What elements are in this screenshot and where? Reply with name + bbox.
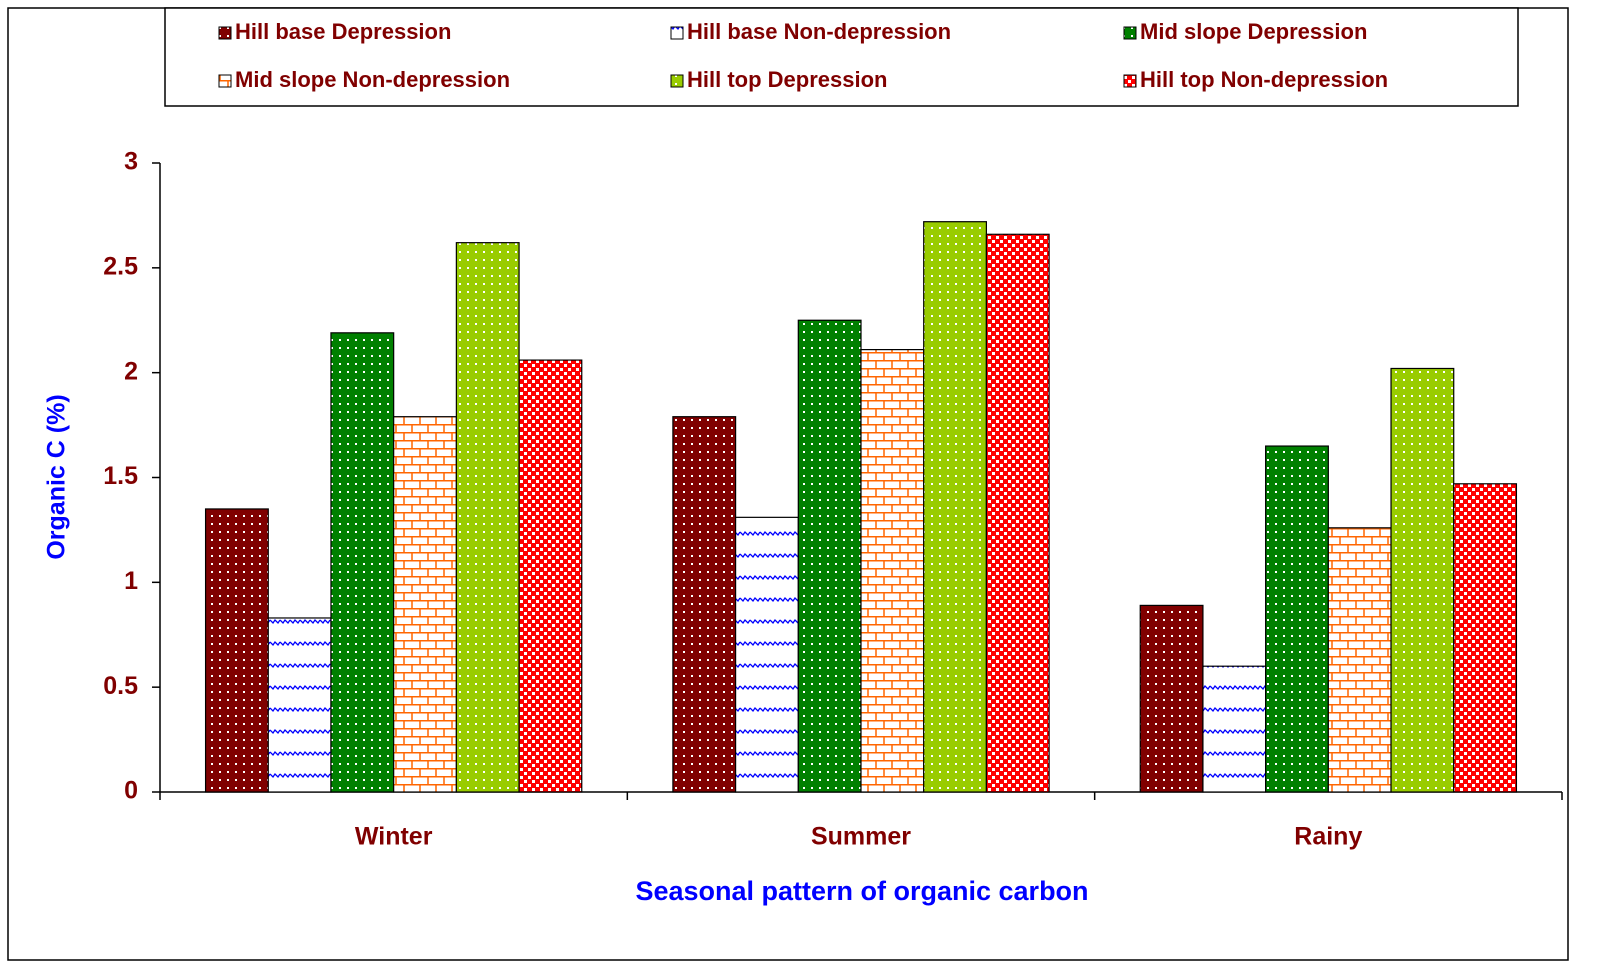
x-tick-label: Winter — [355, 823, 433, 851]
legend-label: Hill top Non-depression — [1140, 67, 1388, 92]
y-tick-label: 0.5 — [103, 672, 138, 700]
x-axis-label: Seasonal pattern of organic carbon — [635, 876, 1088, 906]
y-tick-label: 0 — [124, 777, 138, 805]
legend-swatch — [218, 26, 232, 40]
bar — [1202, 665, 1267, 793]
legend-label: Mid slope Depression — [1140, 19, 1367, 44]
y-tick-label: 3 — [124, 148, 138, 176]
bar — [267, 617, 332, 793]
bar — [1139, 604, 1204, 793]
legend-swatch — [218, 74, 232, 88]
bar — [330, 332, 395, 793]
bar — [672, 416, 737, 793]
bar — [1390, 367, 1455, 793]
bar — [923, 221, 988, 793]
bar — [734, 516, 799, 793]
chart-frame — [7, 7, 1569, 961]
y-tick-label: 2 — [124, 357, 138, 385]
legend-swatch — [670, 74, 684, 88]
y-axis-label: Organic C (%) — [43, 394, 71, 559]
y-tick-label: 2.5 — [103, 252, 138, 280]
bar — [860, 349, 925, 793]
bar — [455, 242, 520, 793]
legend-swatch — [670, 26, 684, 40]
legend-label: Mid slope Non-depression — [235, 67, 510, 92]
x-tick-label: Rainy — [1294, 823, 1362, 851]
bar — [1453, 483, 1518, 793]
legend-swatch — [1123, 74, 1137, 88]
bar — [985, 233, 1050, 793]
bar — [518, 359, 583, 793]
legend-swatch — [1123, 26, 1137, 40]
bar — [204, 508, 269, 793]
bar — [1327, 527, 1392, 793]
legend-label: Hill base Non-depression — [687, 19, 951, 44]
legend-label: Hill base Depression — [235, 19, 451, 44]
bar — [393, 416, 457, 793]
bar — [797, 319, 862, 793]
bar — [1265, 445, 1329, 793]
y-tick-label: 1.5 — [103, 462, 138, 490]
x-tick-label: Summer — [811, 823, 911, 851]
y-tick-label: 1 — [124, 567, 138, 595]
legend-label: Hill top Depression — [687, 67, 887, 92]
legend-box — [164, 7, 1519, 107]
